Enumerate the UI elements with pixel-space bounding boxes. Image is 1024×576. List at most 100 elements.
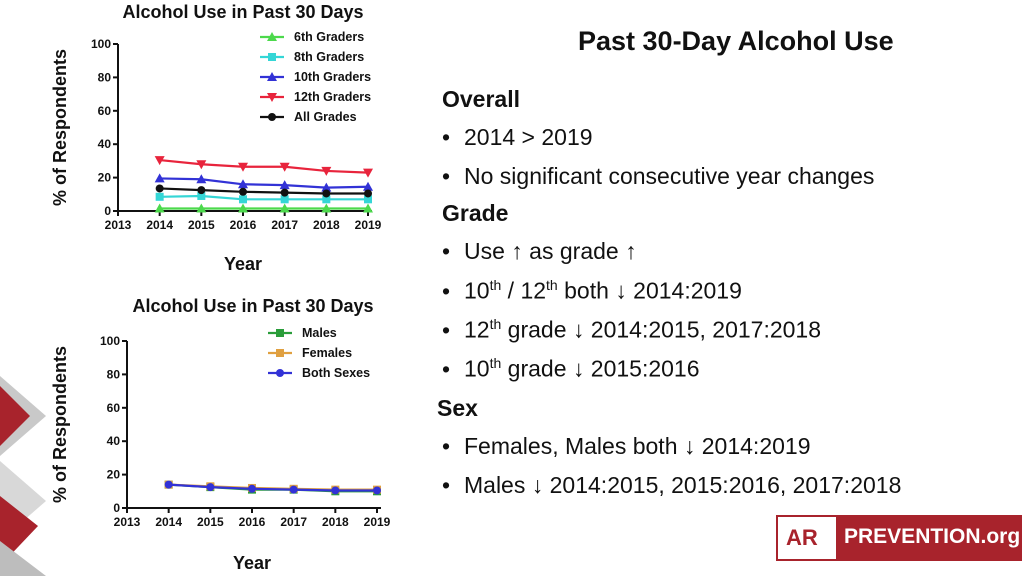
x-tick-label: 2016	[230, 218, 257, 232]
y-tick-label: 100	[100, 334, 120, 348]
x-tick-label: 2019	[355, 218, 382, 232]
heading-grade: Grade	[442, 200, 509, 226]
bullet-text: Females, Males both ↓ 2014:2019	[464, 433, 811, 459]
bullet-text: Use ↑ as grade ↑	[464, 238, 637, 264]
data-point-0-1	[196, 203, 207, 213]
heading-overall: Overall	[442, 86, 520, 112]
bullet-marker: •	[442, 124, 451, 150]
legend-label-0: 6th Graders	[294, 30, 364, 44]
data-point-0-3	[279, 203, 290, 213]
superscript: th	[546, 277, 558, 293]
bullet-marker: •	[442, 163, 451, 189]
bullet-grade-1: • Use ↑ as grade ↑	[442, 238, 637, 265]
data-point-2-3	[289, 485, 298, 494]
data-point-4-4	[322, 189, 331, 198]
bullet-grade-4: • 10th grade ↓ 2015:2016	[442, 355, 700, 383]
legend-marker-0	[267, 32, 277, 41]
data-point-0-5	[363, 203, 373, 213]
x-tick-label: 2018	[313, 218, 340, 232]
data-point-3-4	[321, 166, 332, 176]
x-tick-label: 2013	[105, 218, 132, 232]
data-point-2-5	[373, 486, 381, 495]
data-point-2-2	[238, 179, 248, 189]
y-tick-label: 100	[91, 37, 111, 51]
data-point-2-0	[164, 480, 173, 489]
x-axis-label: Year	[224, 254, 262, 274]
data-point-4-0	[155, 184, 164, 193]
decorative-triangles	[0, 376, 46, 576]
x-tick-label: 2013	[114, 515, 141, 529]
x-tick-label: 2016	[239, 515, 266, 529]
chart-grades-svg: Alcohol Use in Past 30 Days 0 20 40 60 80 100 2…	[50, 2, 382, 274]
chart-title: Alcohol Use in Past 30 Days	[132, 296, 373, 316]
legend-marker-1	[268, 53, 276, 61]
bullet-text-b: / 12	[501, 277, 547, 304]
data-point-3-5	[363, 168, 373, 178]
heading-sex: Sex	[437, 395, 478, 421]
bullet-marker: •	[442, 355, 451, 382]
data-point-2-5	[363, 181, 373, 191]
data-point-3-0	[154, 156, 165, 166]
legend-marker-2	[276, 369, 284, 377]
data-point-4-3	[280, 188, 289, 197]
series-line-2	[168, 483, 377, 492]
legend-label-2: 10th Graders	[294, 70, 371, 84]
data-point-2-1	[206, 483, 215, 492]
legend-label-1: Females	[302, 346, 352, 360]
legend-marker-3	[267, 93, 277, 102]
superscript: th	[489, 277, 502, 293]
data-point-1-4	[322, 195, 331, 204]
legend-marker-1	[276, 349, 284, 357]
bullet-overall-1: • 2014 > 2019	[442, 124, 593, 151]
superscript: th	[489, 355, 502, 371]
legend-marker-0	[276, 329, 284, 337]
data-point-2-2	[248, 484, 256, 493]
legend-label-4: All Grades	[294, 110, 357, 124]
ar-prevention-logo: AR PREVENTION.org	[776, 515, 1022, 561]
y-tick-label: 20	[107, 468, 121, 482]
data-point-0-0	[154, 203, 165, 213]
bullet-sex-1: • Females, Males both ↓ 2014:2019	[442, 433, 810, 460]
slide-title: Past 30-Day Alcohol Use	[578, 26, 894, 56]
y-tick-label: 60	[107, 401, 121, 415]
chart-grades: Alcohol Use in Past 30 Days 0 20 40 60 80 100 2…	[40, 0, 400, 280]
y-tick-label: 0	[104, 204, 111, 218]
bullet-marker: •	[442, 472, 451, 498]
data-point-1-2	[239, 195, 247, 204]
data-point-1-1	[197, 191, 206, 200]
legend-label-3: 12th Graders	[294, 90, 371, 104]
bullet-text-a: 12	[464, 316, 490, 343]
bullet-text: 2014 > 2019	[464, 124, 593, 150]
bullet-sex-2: • Males ↓ 2014:2015, 2015:2016, 2017:2018	[442, 472, 901, 499]
x-tick-label: 2014	[146, 218, 173, 232]
logo-ar-text: AR	[786, 525, 818, 550]
data-point-4-5	[364, 189, 372, 198]
data-point-1-0	[155, 192, 164, 201]
series-line-2	[159, 177, 369, 189]
data-point-1-3	[280, 195, 289, 204]
data-point-4-2	[239, 187, 247, 196]
bullet-marker: •	[442, 433, 451, 459]
bullet-text-b: grade ↓ 2015:2016	[501, 355, 700, 382]
x-tick-label: 2018	[322, 515, 349, 529]
y-tick-label: 80	[98, 70, 112, 84]
bullet-text-b: grade ↓ 2014:2015, 2017:2018	[501, 316, 822, 343]
bullet-text: Males ↓ 2014:2015, 2015:2016, 2017:2018	[464, 472, 902, 498]
legend-label-0: Males	[302, 326, 337, 340]
data-point-3-3	[279, 162, 290, 172]
x-axis-label: Year	[233, 553, 271, 573]
data-point-3-1	[196, 160, 207, 170]
y-tick-label: 0	[113, 501, 120, 515]
legend-marker-2	[267, 72, 277, 81]
x-tick-label: 2017	[280, 515, 307, 529]
y-tick-label: 40	[98, 137, 112, 151]
data-point-0-4	[321, 203, 332, 213]
bullet-grade-2: • 10th / 12th both ↓ 2014:2019	[442, 277, 742, 305]
y-tick-label: 40	[107, 434, 121, 448]
legend-label-2: Both Sexes	[302, 366, 370, 380]
data-point-3-2	[238, 162, 248, 172]
x-tick-label: 2017	[271, 218, 298, 232]
data-point-2-4	[331, 486, 340, 495]
y-tick-label: 80	[107, 367, 121, 381]
data-point-2-3	[279, 180, 290, 190]
